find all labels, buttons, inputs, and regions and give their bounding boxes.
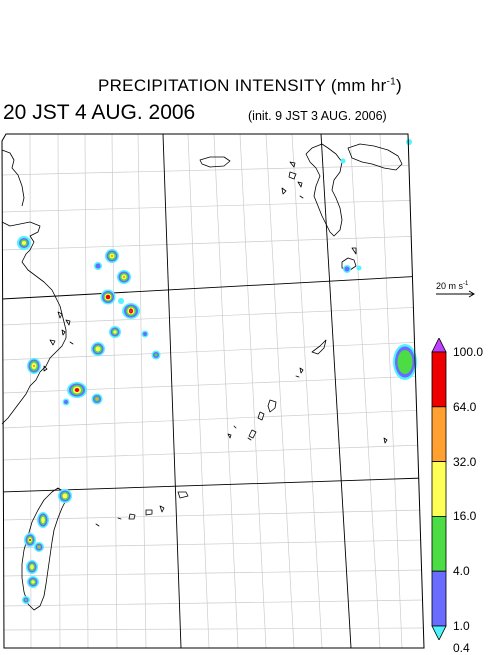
- wind-vector-arrow: [436, 290, 475, 298]
- rain-cell: [406, 139, 412, 145]
- rain-cell: [91, 342, 105, 356]
- title-text: PRECIPITATION INTENSITY (mm hr: [97, 76, 387, 95]
- chart-title: PRECIPITATION INTENSITY (mm hr-1): [0, 76, 500, 96]
- wind-vector-text: 20 m s: [436, 281, 464, 291]
- init-time-label: (init. 9 JST 3 AUG. 2006): [248, 109, 387, 123]
- title-exponent: -1: [386, 76, 397, 88]
- rain-cell: [343, 265, 351, 273]
- map-frame: [1, 133, 425, 649]
- rain-cell: [24, 533, 36, 547]
- rain-cell: [117, 270, 131, 284]
- rain-cell: [37, 512, 49, 528]
- rain-cell: [105, 249, 119, 263]
- colorbar-level-label: 16.0: [453, 509, 477, 524]
- colorbar-level-label: 64.0: [453, 399, 477, 414]
- colorbar-level-label: 4.0: [453, 564, 470, 579]
- coast-kyushu: [305, 143, 343, 237]
- rain-cell: [151, 350, 161, 360]
- rain-cell: [141, 330, 149, 338]
- colorbar-max-triangle: [431, 338, 447, 353]
- colorbar-segment: [431, 406, 447, 463]
- rain-cell: [27, 576, 39, 588]
- rain-cell: [58, 489, 72, 503]
- valid-time-label: 20 JST 4 AUG. 2006: [3, 101, 196, 124]
- rain-cell: [34, 542, 44, 552]
- coast-okinawa: [227, 399, 277, 441]
- coast-korea: [1, 149, 25, 207]
- colorbar-level-label: 100.0: [453, 345, 484, 359]
- coast-amami: [295, 339, 327, 378]
- coast-china-north: [1, 221, 67, 425]
- rain-cell-typhoon-band: [393, 344, 417, 380]
- coast-sakishima: [95, 491, 189, 527]
- rain-cell: [122, 303, 140, 319]
- rain-cell: [109, 326, 121, 338]
- rain-cell: [27, 358, 41, 374]
- colorbar-segment: [431, 515, 447, 572]
- colorbar-segment: [431, 461, 447, 517]
- coast-jeju: [199, 156, 231, 168]
- colorbar-segment: [431, 351, 447, 408]
- wind-vector-label: 20 m s-1: [436, 281, 468, 291]
- coast-izu: [383, 437, 388, 444]
- wind-vector-exponent: -1: [463, 281, 469, 287]
- map-grid: [2, 134, 424, 648]
- colorbar-level-label: 1.0: [453, 619, 470, 633]
- coast-china-islands: [43, 311, 74, 372]
- major-graticule: [2, 134, 424, 648]
- rain-cell: [356, 265, 362, 271]
- rain-cell: [22, 596, 30, 604]
- coast-tanegashima: [341, 247, 357, 271]
- coast-kyushu-west-islands: [281, 161, 304, 199]
- colorbar-level-label: 32.0: [453, 454, 477, 469]
- title-close: ): [396, 76, 403, 95]
- colorbar-level-label: 0.4: [453, 641, 470, 655]
- colorbar: [431, 338, 447, 640]
- precipitation-map: [1, 133, 425, 649]
- rain-cell: [118, 298, 124, 304]
- rain-cell-north: [17, 236, 31, 250]
- coast-taiwan: [21, 487, 67, 611]
- rain-cell: [62, 398, 70, 406]
- rain-cell: [94, 262, 102, 270]
- precipitation-cells: [17, 139, 417, 604]
- coast-shikoku: [347, 143, 403, 171]
- rain-cell: [340, 158, 346, 164]
- rain-cell: [26, 560, 38, 574]
- colorbar-segment: [431, 570, 447, 627]
- rain-cell: [91, 393, 103, 405]
- rain-cell: [67, 382, 87, 398]
- coastlines: [1, 143, 403, 611]
- colorbar-min-triangle: [431, 625, 447, 640]
- rain-cell: [100, 289, 116, 305]
